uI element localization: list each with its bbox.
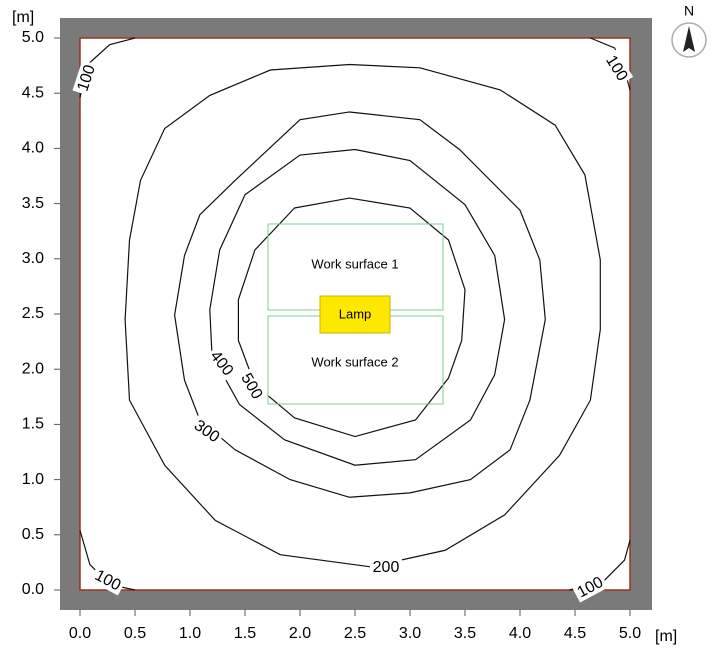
x-axis-label: [m] (655, 628, 677, 645)
contour-label-bg (571, 571, 609, 603)
x-tick-label: 3.5 (454, 625, 476, 642)
contour-line (209, 148, 506, 466)
object-label: Work surface 1 (311, 256, 398, 271)
y-tick-label: 1.5 (22, 416, 44, 433)
contour-line (237, 197, 466, 438)
y-tick-label: 3.5 (22, 195, 44, 212)
contour-label-group: 200 (370, 558, 402, 576)
contour-label-bg (188, 414, 226, 448)
x-tick-label: 0.5 (124, 625, 146, 642)
compass-label: N (684, 3, 694, 19)
x-tick-label: 2.5 (344, 625, 366, 642)
compass-needle (683, 26, 695, 52)
y-tick-label: 4.0 (22, 140, 44, 157)
lamp (319, 295, 391, 334)
contour-label-bg (205, 344, 239, 382)
y-tick-label: 2.0 (22, 360, 44, 377)
contour-label-bg (72, 60, 100, 96)
y-tick-label: 3.0 (22, 250, 44, 267)
y-tick-label: 5.0 (22, 29, 44, 46)
y-tick-label: 1.0 (22, 471, 44, 488)
contour-label-bg (236, 367, 268, 405)
x-tick-label: 2.0 (289, 625, 311, 642)
x-tick-label: 5.0 (619, 625, 641, 642)
object-label: Work surface 2 (311, 354, 398, 369)
contour-label: 200 (373, 559, 400, 576)
contour-line (124, 63, 601, 568)
y-tick-label: 0.5 (22, 526, 44, 543)
y-tick-label: 2.5 (22, 305, 44, 322)
contour-label-bg (600, 49, 634, 87)
x-tick-label: 0.0 (69, 625, 91, 642)
contour-label-bg (89, 564, 127, 596)
x-tick-label: 1.5 (234, 625, 256, 642)
contour-line (173, 111, 546, 498)
y-tick-label: 0.0 (22, 581, 44, 598)
y-axis-label: [m] (12, 9, 34, 26)
object-label: Lamp (339, 306, 372, 321)
x-tick-label: 1.0 (179, 625, 201, 642)
contour-label-bg (370, 558, 402, 576)
x-tick-label: 4.5 (564, 625, 586, 642)
y-tick-label: 4.5 (22, 84, 44, 101)
x-tick-label: 4.0 (509, 625, 531, 642)
x-tick-label: 3.0 (399, 625, 421, 642)
